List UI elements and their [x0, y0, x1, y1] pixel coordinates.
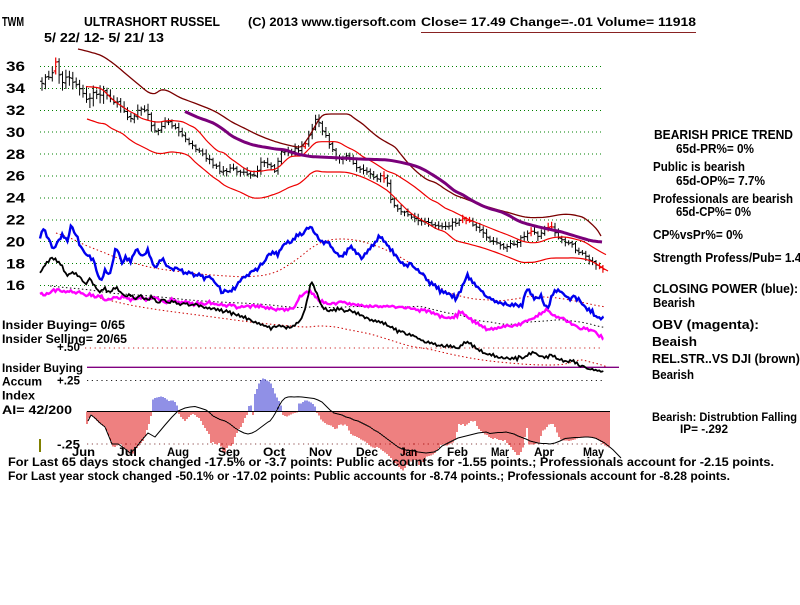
- svg-text:Aug: Aug: [167, 445, 189, 459]
- svg-text:Bearish: Distrubtion Falling: Bearish: Distrubtion Falling: [652, 410, 797, 424]
- svg-text:32: 32: [6, 103, 25, 118]
- svg-text:Feb: Feb: [447, 445, 468, 459]
- svg-text:REL.STR..VS DJI (brown):: REL.STR..VS DJI (brown):: [652, 351, 800, 366]
- svg-text:+.25: +.25: [57, 374, 80, 388]
- svg-text:Accum: Accum: [2, 375, 42, 389]
- svg-text:16: 16: [6, 278, 26, 293]
- svg-text:36: 36: [6, 59, 26, 74]
- svg-text:+.50: +.50: [57, 340, 80, 354]
- svg-text:Insider Selling= 20/65: Insider Selling= 20/65: [2, 332, 127, 346]
- svg-text:Public is bearish: Public is bearish: [653, 159, 745, 174]
- svg-text:TWM: TWM: [2, 14, 24, 29]
- svg-text:CP%vsPr%= 0%: CP%vsPr%= 0%: [653, 227, 743, 242]
- svg-text:Dec: Dec: [356, 445, 378, 459]
- svg-text:(C) 2013 www.tigersoft.com: (C) 2013 www.tigersoft.com: [248, 15, 416, 29]
- svg-text:Strength Profess/Pub= 1.43: Strength Profess/Pub= 1.43: [653, 250, 800, 265]
- svg-text:AI= 42/200: AI= 42/200: [2, 403, 72, 417]
- svg-text:24: 24: [6, 191, 26, 206]
- svg-text:5/ 22/ 12- 5/ 21/ 13: 5/ 22/ 12- 5/ 21/ 13: [44, 31, 164, 45]
- svg-text:65d-PR%= 0%: 65d-PR%= 0%: [676, 141, 754, 156]
- svg-text:34: 34: [6, 81, 26, 96]
- svg-text:Jun: Jun: [72, 445, 95, 459]
- svg-text:20: 20: [6, 234, 25, 249]
- svg-text:Close= 17.49 Change=-.01 Vol: Close= 17.49 Change=-.01 Volume= 11918: [421, 15, 696, 29]
- svg-text:65d-CP%= 0%: 65d-CP%= 0%: [676, 204, 751, 219]
- svg-text:ULTRASHORT RUSSEL: ULTRASHORT RUSSEL: [84, 14, 220, 29]
- svg-text:Oct: Oct: [263, 445, 285, 459]
- svg-text:Professionals are bearish: Professionals are bearish: [653, 191, 793, 206]
- svg-text:65d-OP%= 7.7%: 65d-OP%= 7.7%: [676, 173, 765, 188]
- svg-text:Nov: Nov: [309, 445, 332, 459]
- svg-text:Jul: Jul: [117, 445, 137, 459]
- svg-text:Apr: Apr: [534, 445, 554, 459]
- svg-text:CLOSING POWER (blue):: CLOSING POWER (blue):: [653, 281, 798, 296]
- svg-text:OBV (magenta):: OBV (magenta):: [652, 317, 759, 332]
- svg-text:BEARISH PRICE TREND: BEARISH PRICE TREND: [654, 127, 793, 142]
- svg-text:Bearish: Bearish: [653, 295, 695, 310]
- svg-text:For Last year stock changed -5: For Last year stock changed -50.1% or -1…: [8, 471, 730, 483]
- svg-text:May: May: [583, 445, 604, 459]
- svg-text:IP= -.292: IP= -.292: [680, 422, 728, 436]
- svg-text:Mar: Mar: [491, 445, 509, 459]
- svg-text:For Last 65 days stock changed: For Last 65 days stock changed -17.5% or…: [8, 457, 774, 469]
- svg-text:26: 26: [6, 169, 26, 184]
- svg-text:Index: Index: [2, 389, 35, 403]
- svg-text:22: 22: [6, 213, 25, 228]
- svg-text:Insider Buying= 0/65: Insider Buying= 0/65: [2, 318, 125, 332]
- svg-text:-.25: -.25: [57, 438, 80, 452]
- svg-text:Jan: Jan: [400, 445, 417, 459]
- svg-text:18: 18: [6, 256, 26, 271]
- svg-text:Bearish: Bearish: [652, 367, 694, 382]
- svg-text:Beaish: Beaish: [652, 334, 697, 349]
- svg-text:28: 28: [6, 147, 26, 162]
- svg-text:30: 30: [6, 125, 25, 140]
- svg-text:Insider Buying: Insider Buying: [2, 361, 83, 375]
- svg-text:Sep: Sep: [218, 445, 240, 459]
